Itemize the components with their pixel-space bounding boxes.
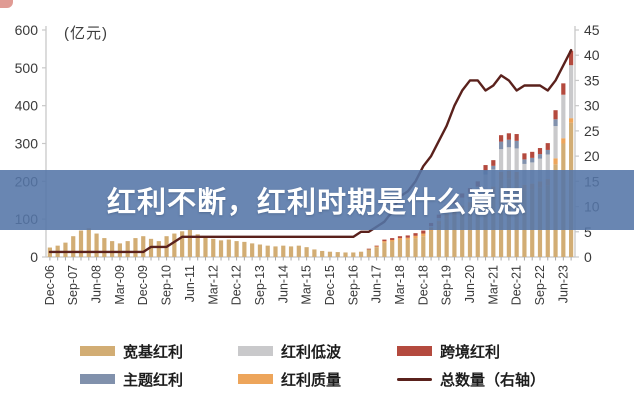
svg-text:Sep-07: Sep-07 <box>66 265 80 305</box>
dividend-funds-chart: 0100200300400500600051015202530354045Dec… <box>15 22 600 305</box>
svg-text:0: 0 <box>30 249 38 265</box>
legend-swatch-gray <box>238 346 273 356</box>
svg-text:Jun-11: Jun-11 <box>183 265 197 302</box>
svg-text:40: 40 <box>584 47 600 63</box>
svg-text:Dec-21: Dec-21 <box>510 265 524 305</box>
svg-text:Dec-09: Dec-09 <box>136 265 150 305</box>
svg-text:Sep-16: Sep-16 <box>346 265 360 305</box>
svg-text:Mar-18: Mar-18 <box>393 265 407 305</box>
legend-item-zongshuliang: 总数量（右轴） <box>397 371 546 389</box>
svg-text:Sep-13: Sep-13 <box>253 265 267 305</box>
svg-text:Sep-10: Sep-10 <box>160 265 174 305</box>
svg-text:500: 500 <box>15 60 39 76</box>
svg-text:Jun-08: Jun-08 <box>90 265 104 303</box>
svg-text:400: 400 <box>15 98 39 114</box>
svg-text:300: 300 <box>15 136 39 152</box>
legend-label: 宽基红利 <box>123 343 184 361</box>
legend-item-hongli-zhiliang: 红利质量 <box>238 371 342 389</box>
y-axis-unit-label: (亿元) <box>64 25 108 42</box>
svg-text:Mar-09: Mar-09 <box>113 265 127 305</box>
legend-label: 红利质量 <box>281 371 342 389</box>
legend-swatch-red <box>397 346 432 356</box>
svg-text:Dec-06: Dec-06 <box>43 265 57 305</box>
svg-text:Jun-17: Jun-17 <box>370 265 384 303</box>
legend-item-kuanji-hongli: 宽基红利 <box>80 343 184 361</box>
svg-text:Jun-20: Jun-20 <box>463 265 477 303</box>
svg-text:25: 25 <box>584 123 600 139</box>
legend-item-hongli-dibo: 红利低波 <box>238 343 342 361</box>
svg-text:0: 0 <box>584 249 592 265</box>
svg-text:Sep-22: Sep-22 <box>533 265 547 305</box>
legend-label: 跨境红利 <box>440 343 501 361</box>
legend-item-kuajing-hongli: 跨境红利 <box>397 343 501 361</box>
svg-text:Mar-12: Mar-12 <box>206 265 220 305</box>
legend-swatch-orange <box>238 374 273 384</box>
svg-text:45: 45 <box>584 22 600 38</box>
svg-text:Dec-12: Dec-12 <box>230 265 244 305</box>
svg-text:600: 600 <box>15 22 39 38</box>
legend-swatch-line <box>397 377 432 381</box>
svg-text:Mar-21: Mar-21 <box>486 265 500 305</box>
legend-label: 主题红利 <box>123 371 184 389</box>
svg-text:Jun-23: Jun-23 <box>556 265 570 303</box>
svg-text:Jun-14: Jun-14 <box>276 265 290 303</box>
legend-swatch-tan <box>80 346 115 356</box>
banner-title: 红利不断，红利时期是什么意思 <box>106 187 527 219</box>
svg-text:20: 20 <box>584 148 600 164</box>
legend-swatch-blue <box>80 374 115 384</box>
svg-text:35: 35 <box>584 72 600 88</box>
svg-text:Sep-19: Sep-19 <box>440 265 454 305</box>
red-corner-mark <box>0 0 13 8</box>
svg-text:5: 5 <box>584 224 592 240</box>
legend-label: 红利低波 <box>281 343 342 361</box>
svg-text:Mar-15: Mar-15 <box>300 265 314 305</box>
legend-item-zhuti-hongli: 主题红利 <box>80 371 184 389</box>
svg-text:Dec-15: Dec-15 <box>323 265 337 305</box>
svg-text:Dec-18: Dec-18 <box>416 265 430 305</box>
title-banner: 红利不断，红利时期是什么意思 <box>0 170 634 230</box>
svg-text:30: 30 <box>584 98 600 114</box>
legend-label: 总数量（右轴） <box>440 371 546 389</box>
chart-legend: 宽基红利 红利低波 跨境红利 主题红利 红利质量 总数量（右轴） <box>0 334 634 400</box>
